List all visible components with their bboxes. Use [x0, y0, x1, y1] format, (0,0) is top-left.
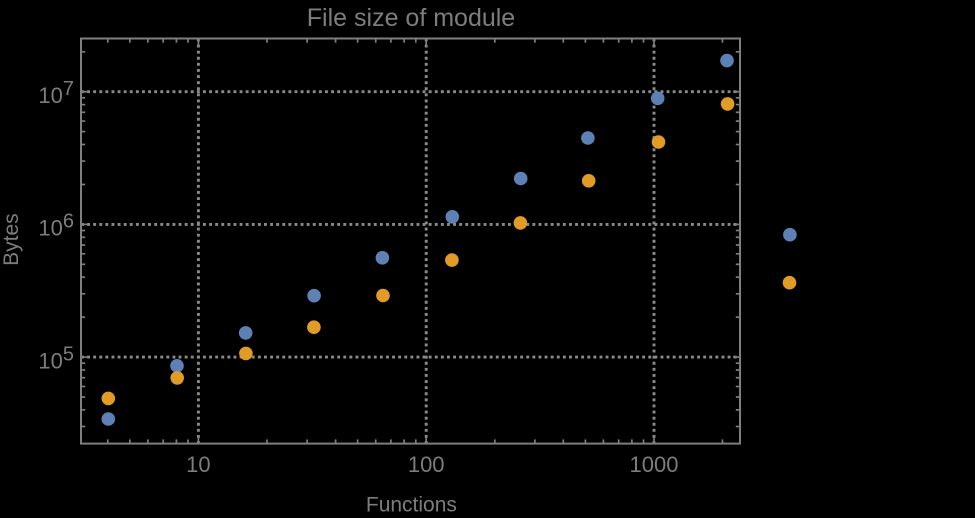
svg-text:106: 106	[38, 211, 74, 241]
svg-text:Bytes: Bytes	[0, 213, 23, 266]
svg-text:107: 107	[38, 78, 74, 108]
svg-text:Functions: Functions	[366, 493, 457, 513]
svg-text:File size of module: File size of module	[307, 4, 515, 32]
svg-text:100: 100	[408, 452, 445, 477]
svg-text:10: 10	[186, 452, 210, 477]
svg-text:1000: 1000	[630, 452, 679, 477]
svg-text:105: 105	[38, 343, 74, 373]
